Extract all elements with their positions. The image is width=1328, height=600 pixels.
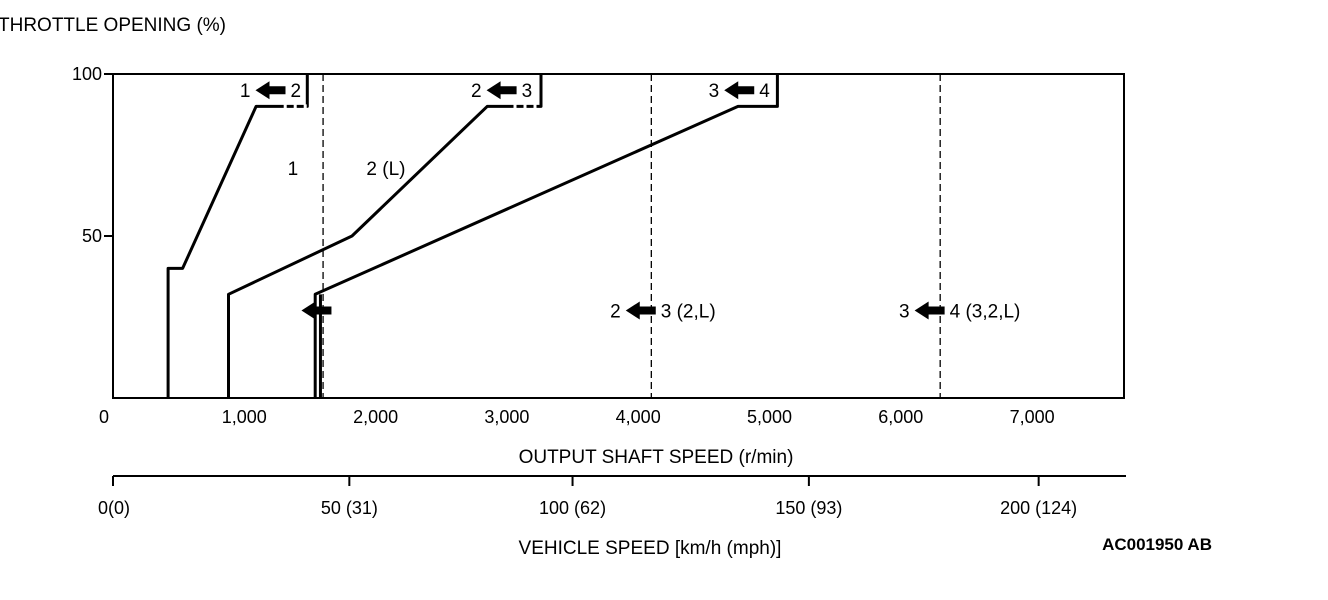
shift-arrow-icon-1 <box>255 81 286 100</box>
y-tick-label-2: 100 <box>72 64 102 84</box>
shift-from-label-2: 2 <box>471 81 482 102</box>
shift-arrow-group-6: 3 4 (3,2,L) <box>899 301 1021 323</box>
shift-to-label-1: 2 <box>290 81 301 102</box>
shift-arrows: 1 2 2 3 3 42 3 (2,L) 3 4 (3,2,L)1 2 (L) <box>240 81 1021 323</box>
shift-curve-1 <box>166 74 309 398</box>
y-axis-title: THROTTLE OPENING (%) <box>0 15 226 36</box>
shift-to-label-5: 3 (2,L) <box>661 302 716 323</box>
vehicle-speed-ticks: 0(0) 50 (31) 100 (62) 150 (93) 200 (124) <box>98 476 1077 518</box>
shift-arrow-icon-3 <box>724 81 755 100</box>
vehicle-speed-tick-label-4: 150 (93) <box>775 498 842 518</box>
x-tick-label-1: 0 <box>99 407 109 427</box>
x-tick-label-6: 5,000 <box>747 407 792 427</box>
vehicle-speed-tick-label-5: 200 (124) <box>1000 498 1077 518</box>
shift-arrow-icon-2 <box>486 81 517 100</box>
shift-boundary-lines <box>318 74 941 398</box>
x-tick-label-5: 4,000 <box>616 407 661 427</box>
shift-arrow-group-4 <box>301 301 332 320</box>
vehicle-speed-tick-label-3: 100 (62) <box>539 498 606 518</box>
shift-from-label-3: 3 <box>709 81 720 102</box>
shift-curves <box>166 74 779 398</box>
vehicle-speed-tick-label-1: 0(0) <box>98 498 130 518</box>
x-tick-label-3: 2,000 <box>353 407 398 427</box>
shift-arrow-icon-4 <box>301 301 332 320</box>
vehicle-speed-tick-label-2: 50 (31) <box>321 498 378 518</box>
shift-to-label-3: 4 <box>759 81 770 102</box>
reference-code: AC001950 AB <box>1102 535 1212 554</box>
shift-curve-3 <box>313 74 779 398</box>
region-label-2: 2 (L) <box>366 159 405 180</box>
shift-to-label-6: 4 (3,2,L) <box>950 302 1021 323</box>
shift-from-label-6: 3 <box>899 302 910 323</box>
region-label-1: 1 <box>288 159 299 180</box>
shift-from-label-5: 2 <box>610 302 621 323</box>
x-tick-label-8: 7,000 <box>1010 407 1055 427</box>
x-tick-label-7: 6,000 <box>878 407 923 427</box>
shift-curve-2 <box>227 74 543 398</box>
x-tick-label-4: 3,000 <box>484 407 529 427</box>
shift-arrow-group-5: 2 3 (2,L) <box>610 301 716 323</box>
vehicle-speed-title: VEHICLE SPEED [km/h (mph)] <box>519 538 782 559</box>
x-ticks: 0 1,000 2,000 3,000 4,000 5,000 6,000 7,000 <box>99 407 1055 427</box>
x-tick-label-2: 1,000 <box>222 407 267 427</box>
shift-arrow-icon-5 <box>625 301 656 320</box>
y-tick-label-1: 50 <box>82 226 102 246</box>
shift-to-label-2: 3 <box>522 81 533 102</box>
y-ticks: 50 100 <box>72 64 113 246</box>
shift-arrow-icon-6 <box>914 301 945 320</box>
plot-frame <box>112 73 1125 399</box>
shift-from-label-1: 1 <box>240 81 251 102</box>
x-axis-title: OUTPUT SHAFT SPEED (r/min) <box>519 447 794 468</box>
